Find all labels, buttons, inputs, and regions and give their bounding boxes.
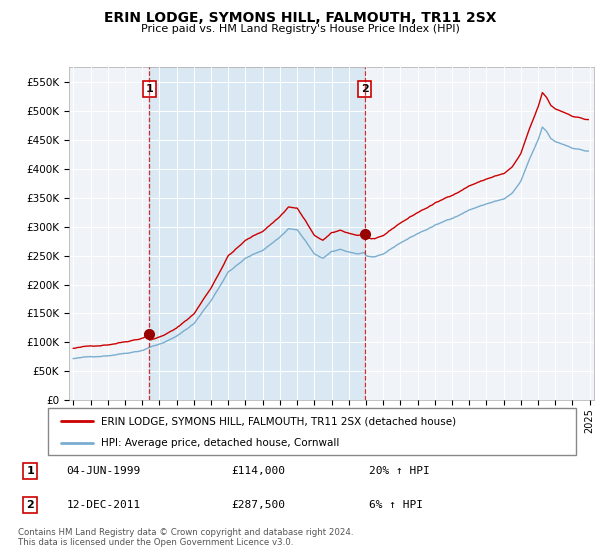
Text: Contains HM Land Registry data © Crown copyright and database right 2024.
This d: Contains HM Land Registry data © Crown c… [18, 528, 353, 547]
Bar [149, 67, 365, 400]
Text: 2: 2 [361, 84, 368, 94]
Text: £287,500: £287,500 [231, 500, 285, 510]
Text: 2: 2 [26, 500, 34, 510]
Text: Price paid vs. HM Land Registry's House Price Index (HPI): Price paid vs. HM Land Registry's House … [140, 24, 460, 34]
Text: ERIN LODGE, SYMONS HILL, FALMOUTH, TR11 2SX (detached house): ERIN LODGE, SYMONS HILL, FALMOUTH, TR11 … [101, 416, 456, 426]
Text: 12-DEC-2011: 12-DEC-2011 [67, 500, 141, 510]
Text: ERIN LODGE, SYMONS HILL, FALMOUTH, TR11 2SX: ERIN LODGE, SYMONS HILL, FALMOUTH, TR11 … [104, 11, 496, 25]
Text: £114,000: £114,000 [231, 466, 285, 476]
Text: 04-JUN-1999: 04-JUN-1999 [67, 466, 141, 476]
Text: 20% ↑ HPI: 20% ↑ HPI [369, 466, 430, 476]
Text: 6% ↑ HPI: 6% ↑ HPI [369, 500, 423, 510]
Text: HPI: Average price, detached house, Cornwall: HPI: Average price, detached house, Corn… [101, 438, 339, 448]
Text: 1: 1 [146, 84, 153, 94]
Text: 1: 1 [26, 466, 34, 476]
